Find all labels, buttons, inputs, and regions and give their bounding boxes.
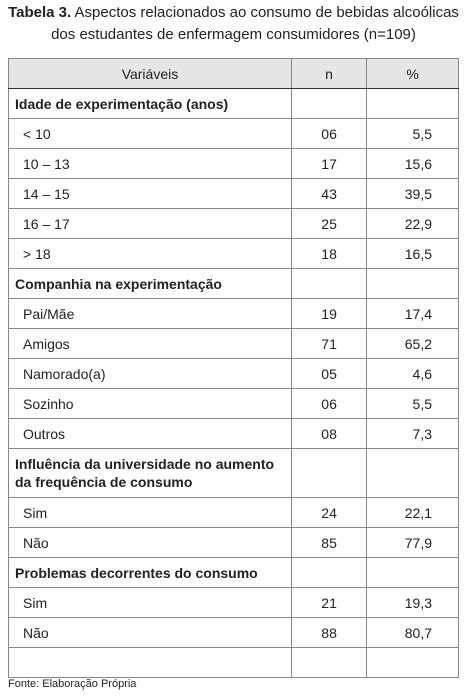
header-row: Variáveis n% [8, 58, 459, 89]
data-row: Sim 21 19,3 [8, 587, 459, 618]
header-cell: n [290, 58, 368, 89]
cell: 08 [290, 418, 368, 449]
cell: Não [8, 617, 292, 648]
cell: 16 – 17 [8, 208, 292, 239]
cell: Namorado(a) [8, 358, 292, 389]
cell: 17 [290, 148, 368, 179]
cell: 10 – 13 [8, 148, 292, 179]
cell: 22,9 [366, 208, 459, 239]
empty-cell [8, 647, 292, 678]
cell: 7,3 [366, 418, 459, 449]
cell: 65,2 [366, 328, 459, 359]
cell: 05 [290, 358, 368, 389]
caption-text: Aspectos relacionados ao consumo de bebi… [51, 4, 459, 43]
section-title: Companhia na experimentação [8, 268, 292, 299]
cell: 39,5 [366, 178, 459, 209]
empty-cell [366, 88, 459, 119]
cell: 80,7 [366, 617, 459, 648]
cell: 16,5 [366, 238, 459, 269]
cell: 06 [290, 388, 368, 419]
empty-cell [366, 268, 459, 299]
cell: 06 [290, 118, 368, 149]
empty-row [8, 647, 459, 678]
table-caption: Tabela 3. Aspectos relacionados ao consu… [6, 2, 461, 46]
section-row: Problemas decorrentes do consumo [8, 557, 459, 588]
data-row: 16 – 17 25 22,9 [8, 208, 459, 239]
cell: Sim [8, 587, 292, 618]
cell: < 10 [8, 118, 292, 149]
data-row: Não 88 80,7 [8, 617, 459, 648]
data-table: Variáveis n% Idade de experimentação (ano… [8, 58, 459, 678]
cell: Amigos [8, 328, 292, 359]
cell: 4,6 [366, 358, 459, 389]
section-row: Idade de experimentação (anos) [8, 88, 459, 119]
cell: Sozinho [8, 388, 292, 419]
empty-cell [366, 448, 459, 498]
cell: 22,1 [366, 497, 459, 528]
data-row: 10 – 13 17 15,6 [8, 148, 459, 179]
footer: Fonte: Elaboração Própria [8, 678, 137, 690]
cell: 17,4 [366, 298, 459, 329]
cell: 5,5 [366, 118, 459, 149]
empty-cell [290, 448, 368, 498]
cell: 71 [290, 328, 368, 359]
cell: 77,9 [366, 527, 459, 558]
cell: 19,3 [366, 587, 459, 618]
cell: Sim [8, 497, 292, 528]
data-row: Pai/Mãe 19 17,4 [8, 298, 459, 329]
data-row: Amigos 71 65,2 [8, 328, 459, 359]
header-cell: % [366, 58, 459, 89]
cell: 43 [290, 178, 368, 209]
section-row: Companhia na experimentação [8, 268, 459, 299]
empty-cell [290, 268, 368, 299]
cell: 25 [290, 208, 368, 239]
section-title: Problemas decorrentes do consumo [8, 557, 292, 588]
cell: 21 [290, 587, 368, 618]
cell: Pai/Mãe [8, 298, 292, 329]
data-row: Sozinho 06 5,5 [8, 388, 459, 419]
cell: 14 – 15 [8, 178, 292, 209]
cell: 88 [290, 617, 368, 648]
cell: 18 [290, 238, 368, 269]
empty-cell [366, 557, 459, 588]
table-body: Idade de experimentação (anos) < 10 06 5,5 1… [8, 88, 459, 678]
data-row: Sim 24 22,1 [8, 497, 459, 528]
data-row: 14 – 15 43 39,5 [8, 178, 459, 209]
header-cell: Variáveis [8, 58, 292, 89]
empty-cell [290, 647, 368, 678]
cell: 19 [290, 298, 368, 329]
section-row: Influência da universidade no aumento da… [8, 448, 459, 498]
cell: 85 [290, 527, 368, 558]
cell: Não [8, 527, 292, 558]
cell: Outros [8, 418, 292, 449]
data-row: Outros 08 7,3 [8, 418, 459, 449]
section-title: Idade de experimentação (anos) [8, 88, 292, 119]
cell: 5,5 [366, 388, 459, 419]
cell: 15,6 [366, 148, 459, 179]
empty-cell [290, 88, 368, 119]
data-row: > 18 18 16,5 [8, 238, 459, 269]
section-title: Influência da universidade no aumento da… [8, 448, 292, 498]
empty-cell [366, 647, 459, 678]
data-row: < 10 06 5,5 [8, 118, 459, 149]
cell: > 18 [8, 238, 292, 269]
caption-label: Tabela 3. [8, 4, 72, 21]
data-row: Não 85 77,9 [8, 527, 459, 558]
data-row: Namorado(a) 05 4,6 [8, 358, 459, 389]
cell: 24 [290, 497, 368, 528]
empty-cell [290, 557, 368, 588]
